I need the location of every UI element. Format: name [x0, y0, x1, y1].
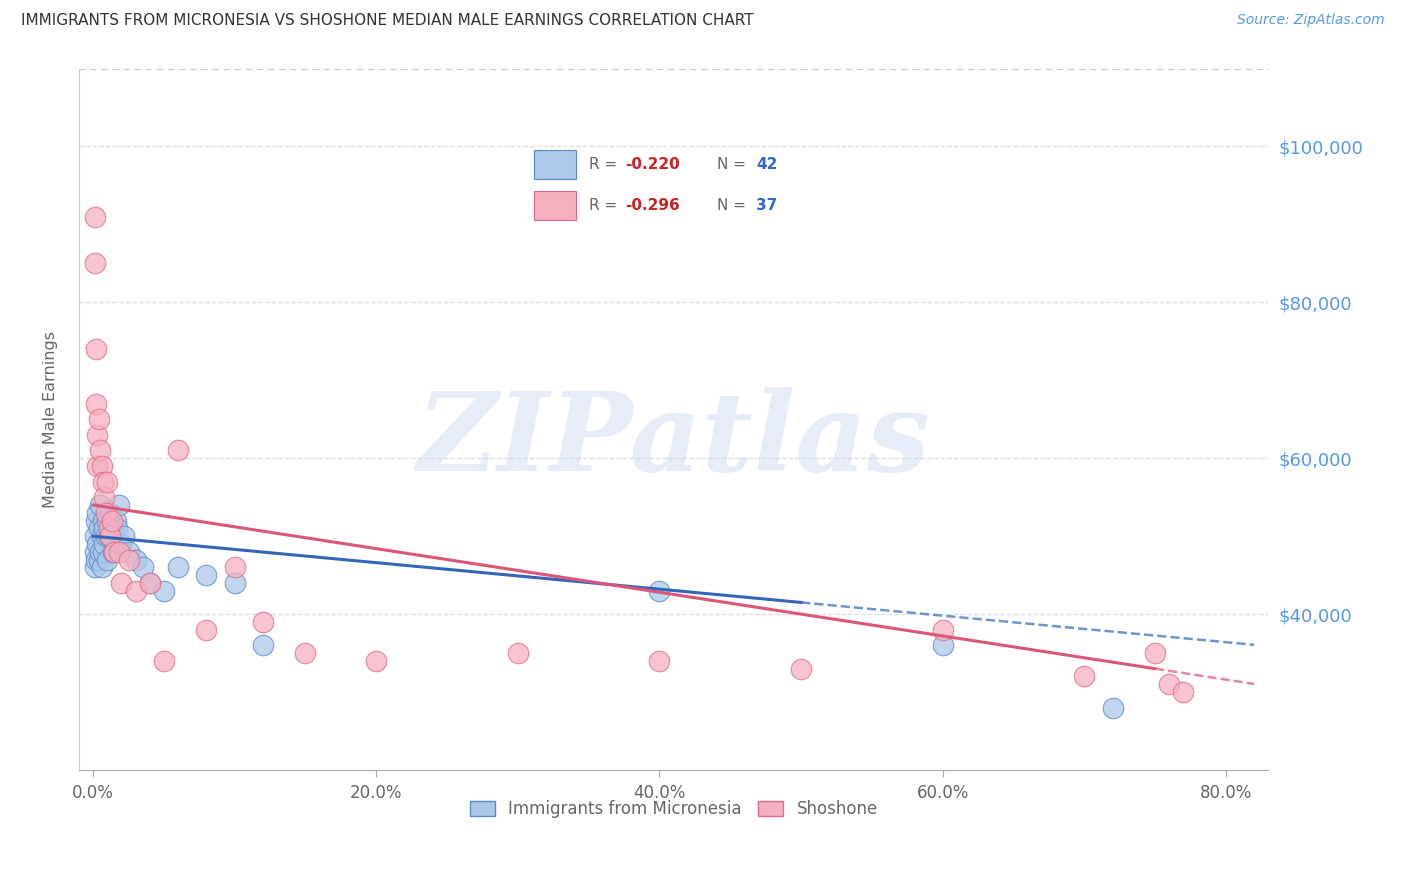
Point: [101, 545, 124, 559]
Point: [1073, 669, 1095, 683]
Point: [98, 529, 121, 543]
Point: [107, 545, 129, 559]
Point: [139, 576, 162, 591]
Text: -0.296: -0.296: [626, 198, 681, 213]
Point: [252, 638, 274, 652]
Point: [195, 623, 218, 637]
Point: [96, 552, 118, 566]
Text: N =: N =: [717, 157, 751, 172]
Text: R =: R =: [589, 157, 621, 172]
Point: [124, 583, 146, 598]
Point: [103, 545, 125, 559]
Point: [86, 458, 108, 473]
Point: [117, 545, 139, 559]
Point: [83, 256, 105, 270]
Point: [96, 514, 118, 528]
Point: [97, 521, 120, 535]
Point: [93, 537, 115, 551]
Point: [103, 529, 125, 543]
Point: [91, 514, 114, 528]
Point: [167, 560, 190, 574]
Point: [107, 498, 129, 512]
Point: [112, 529, 135, 543]
Text: ZIPatlas: ZIPatlas: [416, 386, 931, 494]
Text: R =: R =: [589, 198, 621, 213]
Point: [91, 545, 114, 559]
Point: [87, 412, 110, 426]
Point: [1143, 646, 1166, 660]
Point: [790, 662, 813, 676]
Point: [195, 568, 218, 582]
Point: [224, 560, 246, 574]
Text: IMMIGRANTS FROM MICRONESIA VS SHOSHONE MEDIAN MALE EARNINGS CORRELATION CHART: IMMIGRANTS FROM MICRONESIA VS SHOSHONE M…: [21, 13, 754, 29]
Point: [153, 583, 176, 598]
Point: [87, 521, 110, 535]
Point: [90, 560, 112, 574]
Point: [90, 458, 112, 473]
Text: Source: ZipAtlas.com: Source: ZipAtlas.com: [1237, 13, 1385, 28]
Point: [648, 583, 671, 598]
Point: [252, 615, 274, 629]
Point: [110, 576, 132, 591]
Point: [90, 529, 112, 543]
Point: [110, 537, 132, 551]
Y-axis label: Median Male Earnings: Median Male Earnings: [44, 331, 58, 508]
Point: [98, 506, 121, 520]
Point: [506, 646, 529, 660]
Point: [93, 521, 115, 535]
Point: [86, 537, 108, 551]
Point: [100, 521, 122, 535]
Point: [89, 498, 111, 512]
Point: [84, 514, 107, 528]
Point: [117, 552, 139, 566]
Point: [83, 560, 105, 574]
Point: [294, 646, 316, 660]
Point: [931, 623, 953, 637]
Point: [89, 545, 111, 559]
Point: [153, 654, 176, 668]
Point: [97, 529, 120, 543]
Point: [96, 475, 118, 489]
Point: [139, 576, 162, 591]
Point: [124, 552, 146, 566]
Point: [931, 638, 953, 652]
Point: [104, 514, 127, 528]
Point: [648, 654, 671, 668]
Point: [366, 654, 388, 668]
Point: [86, 506, 108, 520]
Bar: [534, 192, 576, 220]
Bar: [534, 151, 576, 179]
Text: N =: N =: [717, 198, 751, 213]
Point: [89, 443, 111, 458]
Text: -0.220: -0.220: [626, 157, 681, 172]
Point: [1173, 685, 1195, 699]
Point: [1159, 677, 1181, 691]
Point: [84, 397, 107, 411]
Point: [83, 545, 105, 559]
Point: [105, 521, 128, 535]
Point: [94, 529, 117, 543]
Text: 42: 42: [756, 157, 778, 172]
Point: [94, 506, 117, 520]
Point: [83, 529, 105, 543]
Point: [91, 475, 114, 489]
Point: [84, 342, 107, 356]
Point: [1101, 700, 1123, 714]
Point: [83, 210, 105, 224]
Point: [84, 552, 107, 566]
Point: [224, 576, 246, 591]
Point: [100, 514, 122, 528]
Point: [167, 443, 190, 458]
Legend: Immigrants from Micronesia, Shoshone: Immigrants from Micronesia, Shoshone: [463, 794, 884, 825]
Text: 37: 37: [756, 198, 778, 213]
Point: [131, 560, 153, 574]
Point: [93, 490, 115, 504]
Point: [87, 552, 110, 566]
Point: [86, 427, 108, 442]
